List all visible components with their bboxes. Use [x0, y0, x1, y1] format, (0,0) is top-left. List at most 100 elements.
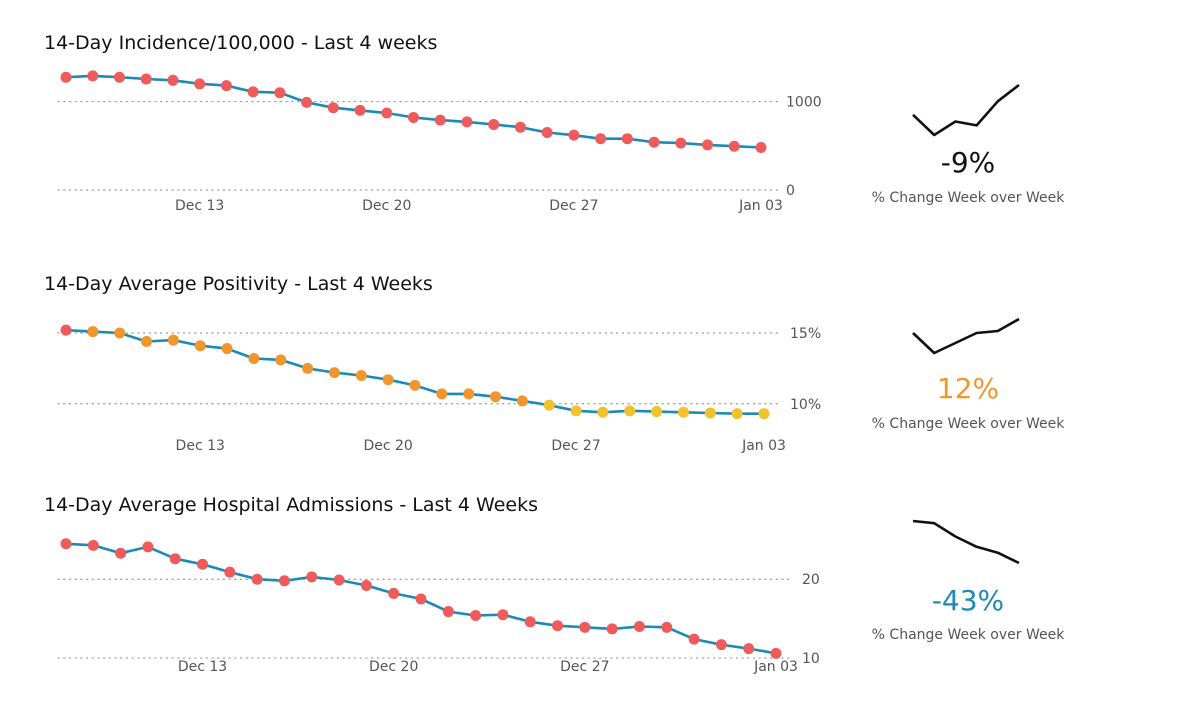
data-point[interactable] [248, 352, 260, 364]
data-point[interactable] [275, 354, 287, 366]
data-point[interactable] [490, 391, 502, 403]
incidence-kpi-label: % Change Week over Week [871, 190, 1065, 206]
data-point[interactable] [194, 78, 206, 90]
data-point[interactable] [327, 102, 339, 114]
data-point[interactable] [140, 73, 152, 85]
data-point[interactable] [360, 580, 372, 592]
data-point[interactable] [524, 616, 536, 628]
data-point[interactable] [688, 633, 700, 645]
data-point[interactable] [409, 379, 421, 391]
data-point[interactable] [436, 388, 448, 400]
x-tick-label: Dec 13 [176, 438, 225, 454]
data-point[interactable] [543, 399, 555, 411]
data-point[interactable] [141, 335, 153, 347]
data-point[interactable] [514, 121, 526, 133]
data-point[interactable] [415, 593, 427, 605]
x-tick-label: Dec 27 [551, 438, 600, 454]
data-point[interactable] [333, 574, 345, 586]
data-point[interactable] [661, 621, 673, 633]
positivity-kpi-label: % Change Week over Week [871, 416, 1065, 432]
data-point[interactable] [115, 547, 127, 559]
y-tick-label: 1000 [786, 95, 822, 111]
data-point[interactable] [552, 620, 564, 632]
data-point[interactable] [461, 116, 473, 128]
data-point[interactable] [301, 96, 313, 108]
data-point[interactable] [731, 408, 743, 420]
data-point[interactable] [770, 647, 782, 659]
data-point[interactable] [704, 407, 716, 419]
data-point[interactable] [442, 606, 454, 618]
data-point[interactable] [463, 388, 475, 400]
admissions-line-chart: 10 20 Dec 13 Dec 20 Dec 27 Jan 03 [57, 538, 820, 675]
data-point[interactable] [648, 136, 660, 148]
data-point[interactable] [408, 111, 419, 123]
data-point[interactable] [595, 133, 607, 145]
data-point[interactable] [470, 609, 482, 621]
data-point[interactable] [381, 107, 393, 119]
data-point[interactable] [516, 395, 528, 407]
data-point[interactable] [274, 87, 286, 99]
data-point[interactable] [606, 623, 618, 635]
data-point[interactable] [382, 374, 394, 386]
data-point[interactable] [302, 362, 314, 374]
data-point[interactable] [169, 553, 181, 565]
data-point[interactable] [87, 70, 99, 82]
data-point[interactable] [251, 573, 263, 585]
data-point[interactable] [388, 587, 400, 599]
data-point[interactable] [113, 71, 125, 83]
data-point[interactable] [220, 80, 232, 92]
data-point[interactable] [597, 406, 609, 418]
data-point[interactable] [247, 86, 259, 98]
data-point[interactable] [675, 137, 687, 149]
data-point[interactable] [355, 369, 367, 381]
data-point[interactable] [568, 129, 580, 141]
data-point[interactable] [221, 343, 233, 355]
data-point[interactable] [497, 609, 509, 621]
positivity-kpi-value: 12% [936, 372, 1000, 405]
data-point[interactable] [621, 133, 633, 145]
data-point[interactable] [87, 539, 99, 551]
data-point[interactable] [328, 367, 340, 379]
data-point[interactable] [167, 74, 179, 86]
data-point[interactable] [758, 408, 770, 420]
data-point[interactable] [60, 538, 72, 550]
data-point[interactable] [755, 142, 767, 154]
admissions-kpi-value: -43% [931, 584, 1005, 617]
data-point[interactable] [488, 119, 500, 131]
data-point[interactable] [278, 575, 290, 587]
data-point[interactable] [114, 327, 126, 339]
x-tick-label: Dec 20 [369, 659, 418, 675]
data-point[interactable] [434, 114, 446, 126]
x-tick-label: Jan 03 [753, 659, 798, 675]
data-point[interactable] [743, 643, 755, 655]
data-point[interactable] [541, 127, 553, 138]
data-point[interactable] [651, 406, 663, 418]
incidence-sparkline [912, 83, 1020, 137]
data-point[interactable] [633, 621, 645, 633]
x-tick-label: Jan 03 [741, 438, 786, 454]
data-point[interactable] [702, 139, 714, 151]
data-point[interactable] [224, 566, 236, 578]
data-point[interactable] [570, 405, 582, 417]
x-tick-label: Dec 20 [363, 438, 412, 454]
data-point[interactable] [60, 71, 72, 83]
data-point[interactable] [197, 558, 209, 570]
sparkline-line [912, 519, 1020, 565]
data-point[interactable] [167, 334, 179, 346]
x-tick-label: Dec 13 [175, 198, 224, 214]
data-point[interactable] [142, 541, 154, 553]
data-point[interactable] [728, 140, 740, 152]
x-tick-label: Dec 27 [560, 659, 609, 675]
data-point[interactable] [579, 621, 591, 633]
data-point[interactable] [715, 639, 727, 651]
data-point[interactable] [677, 406, 689, 418]
x-tick-label: Dec 20 [362, 198, 411, 214]
incidence-line-chart: 0 1000 Dec 13 Dec 20 Dec 27 Jan 03 [57, 70, 822, 214]
data-point[interactable] [306, 571, 318, 583]
data-point[interactable] [624, 405, 636, 417]
data-point[interactable] [87, 326, 99, 338]
data-point[interactable] [354, 104, 366, 116]
data-point[interactable] [194, 340, 206, 352]
data-point[interactable] [60, 324, 72, 336]
positivity-sparkline [912, 317, 1020, 355]
